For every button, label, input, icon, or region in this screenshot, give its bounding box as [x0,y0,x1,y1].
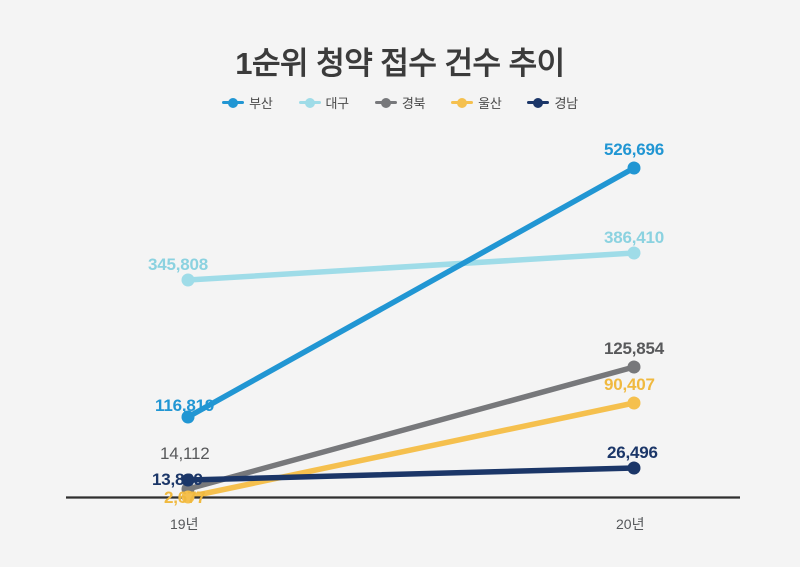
chart-legend: 부산 대구 경북 울산 [0,93,800,112]
series-line-ulsan [185,400,637,500]
legend-marker-daegu-icon [298,97,321,109]
data-point-daegu-20[interactable] [627,246,641,260]
value-label-daegu-19: 345,808 [148,255,209,274]
legend-marker-gyeongnam-icon [527,97,550,109]
series-line-daegu [185,250,637,283]
series-line-gyeongnam [185,465,637,483]
legend-item-gyeongbuk[interactable]: 경북 [374,93,426,112]
legend-label-gyeongbuk: 경북 [401,96,426,111]
data-point-ulsan-20[interactable] [627,396,641,410]
value-label-gyeongbuk-20: 125,854 [604,339,665,358]
series-line-busan [185,165,637,420]
legend-item-busan[interactable]: 부산 [222,93,273,112]
value-label-gyeongnam-20: 26,496 [607,443,658,462]
value-label-ulsan-20: 90,407 [604,375,655,394]
value-label-gyeongnam-19: 13,889 [152,470,203,489]
data-point-gyeongnam-20[interactable] [627,461,641,475]
legend-item-ulsan[interactable]: 울산 [451,93,502,112]
legend-marker-ulsan-icon [451,97,474,109]
value-label-busan-19: 116,819 [155,396,215,415]
legend-label-gyeongnam: 경남 [554,96,578,111]
legend-label-busan: 부산 [249,96,273,111]
data-point-gyeongnam-19[interactable] [181,473,195,487]
data-point-ulsan-19[interactable] [181,490,195,504]
legend-label-daegu: 대구 [325,96,350,111]
legend-marker-gyeongbuk-icon [374,97,397,109]
data-point-busan-19[interactable] [181,410,195,424]
data-point-busan-20[interactable] [627,161,641,175]
legend-item-daegu[interactable]: 대구 [298,93,350,112]
x-tick-label-20: 20년 [616,516,645,532]
value-label-gyeongbuk-19: 14,112 [160,444,210,463]
data-point-daegu-19[interactable] [181,273,195,287]
value-label-busan-20: 526,696 [604,140,665,159]
value-label-ulsan-19: 2,677 [164,488,206,507]
chart-title: 1순위 청약 접수 건수 추이 [235,46,565,81]
series-line-gyeongbuk [185,364,637,492]
data-point-gyeongbuk-20[interactable] [627,360,641,374]
legend-item-gyeongnam[interactable]: 경남 [527,93,578,112]
legend-marker-busan-icon [222,97,245,109]
x-tick-label-19: 19년 [170,516,199,532]
legend-label-ulsan: 울산 [478,96,502,111]
value-label-daegu-20: 386,410 [604,228,665,247]
